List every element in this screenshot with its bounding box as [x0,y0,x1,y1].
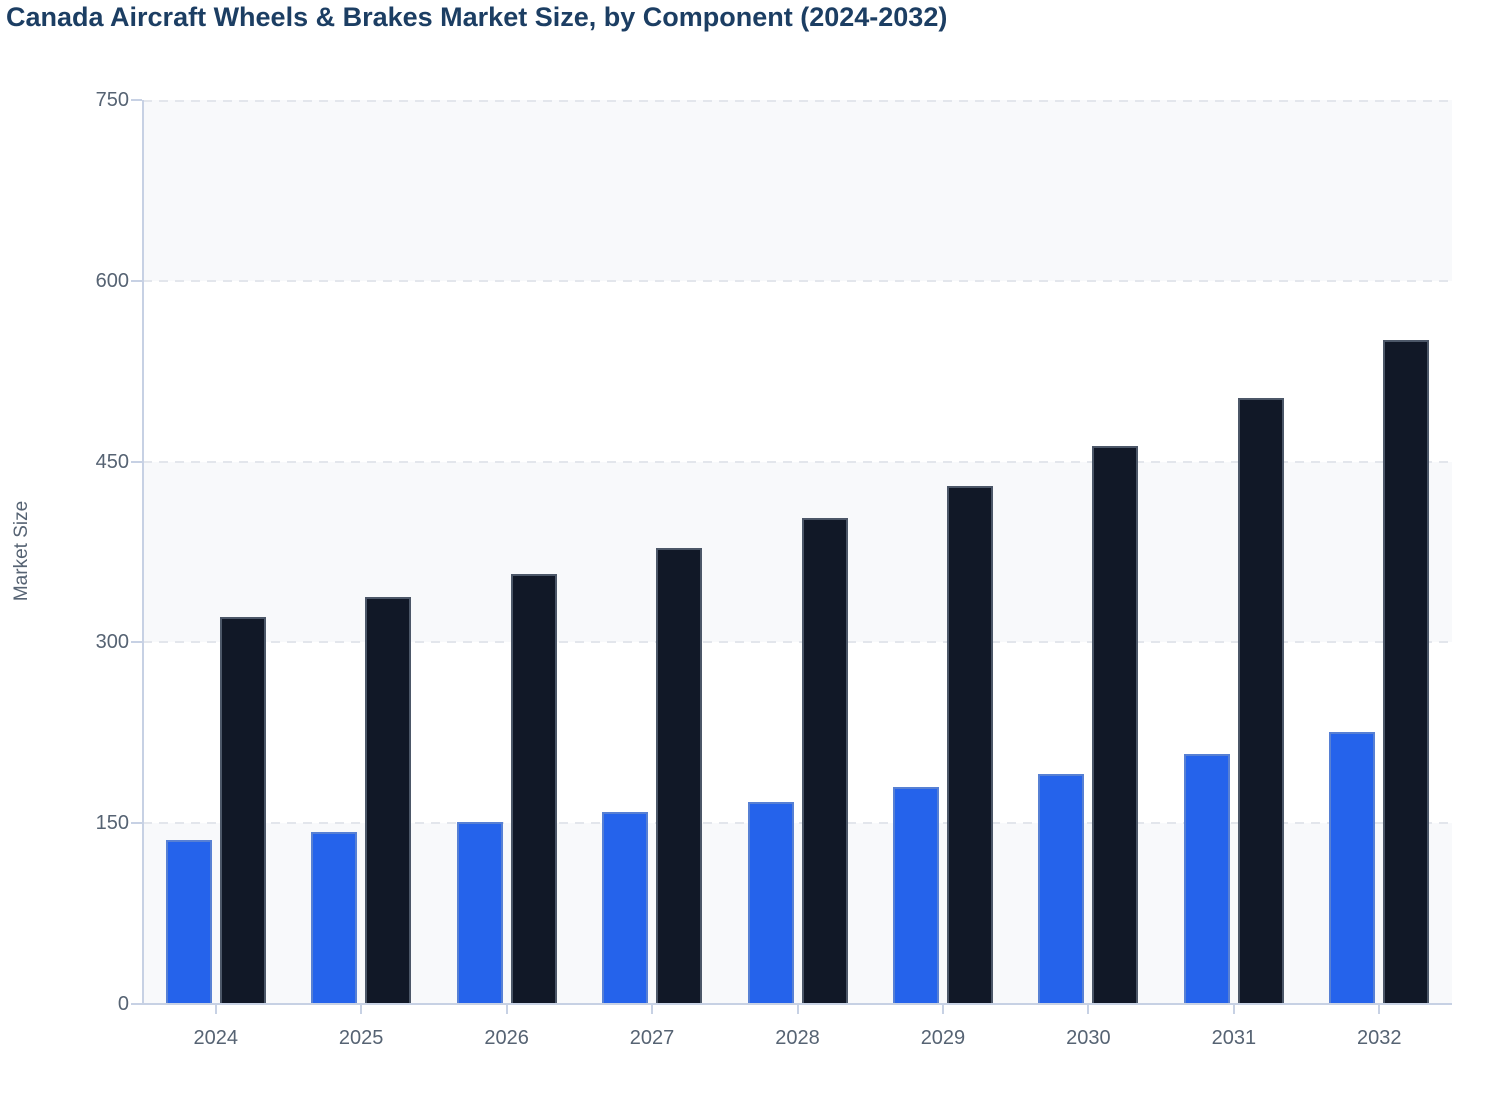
y-tick-mark-750 [131,99,142,101]
bar-2031-dark[interactable] [1237,397,1284,1004]
bar-2029-dark[interactable] [946,485,993,1004]
bar-2028-blue[interactable] [747,801,794,1004]
gridline-150 [143,822,1452,825]
chart-title: Canada Aircraft Wheels & Brakes Market S… [6,2,948,32]
bar-2028-dark[interactable] [801,518,848,1004]
y-axis-line [142,100,144,1004]
y-tick-mark-150 [131,822,142,825]
x-tick-label-2024: 2024 [193,1027,238,1049]
x-tick-label-2025: 2025 [338,1027,384,1049]
y-tick-mark-600 [131,279,142,282]
x-tick-label-2029: 2029 [920,1027,966,1049]
x-tick-mark-2030 [1087,1005,1090,1014]
y-tick-label-0: 0 [117,993,129,1015]
x-tick-mark-2032 [1378,1005,1381,1014]
bar-2024-dark[interactable] [219,617,266,1004]
y-tick-label-600: 600 [95,269,129,292]
y-tick-label-150: 150 [95,812,129,835]
bar-2026-blue[interactable] [456,821,503,1004]
bar-2025-dark[interactable] [365,596,412,1004]
bar-2025-blue[interactable] [311,831,358,1004]
plot-band [143,461,1452,643]
bar-2032-blue[interactable] [1329,731,1376,1004]
gridline-750 [143,100,1452,102]
x-tick-label-2028: 2028 [775,1027,820,1049]
x-tick-mark-2031 [1232,1005,1235,1014]
x-tick-mark-2026 [505,1005,508,1014]
y-tick-label-300: 300 [95,631,129,654]
plot-band [143,823,1452,1004]
y-tick-label-450: 450 [95,450,129,473]
gridline-300 [143,641,1452,644]
y-tick-label-750: 750 [95,89,129,111]
plot-band [143,100,1452,281]
x-tick-mark-2025 [360,1005,363,1014]
x-tick-label-2030: 2030 [1066,1027,1111,1049]
bar-2027-blue[interactable] [602,812,649,1004]
x-tick-mark-2029 [941,1005,944,1014]
bar-2030-blue[interactable] [1038,773,1085,1004]
x-tick-label-2026: 2026 [484,1027,529,1049]
y-tick-mark-300 [131,641,142,644]
y-axis-title: Market Size [11,500,32,602]
y-tick-mark-0 [131,1003,142,1005]
gridline-450 [143,460,1452,463]
bar-2026-dark[interactable] [510,573,557,1004]
bar-2030-dark[interactable] [1092,445,1139,1004]
y-tick-mark-450 [131,460,142,463]
bar-2029-blue[interactable] [892,787,939,1004]
x-tick-mark-2028 [796,1005,799,1014]
x-tick-mark-2027 [651,1005,654,1014]
x-tick-label-2027: 2027 [629,1027,675,1049]
bar-2032-dark[interactable] [1383,339,1430,1004]
x-tick-mark-2024 [214,1005,217,1014]
bar-2027-dark[interactable] [656,548,703,1004]
x-axis-line [136,1003,1452,1005]
gridline-600 [143,279,1452,282]
x-tick-label-2032: 2032 [1357,1027,1402,1049]
bar-2031-blue[interactable] [1183,754,1230,1004]
x-tick-label-2031: 2031 [1211,1027,1257,1049]
plot-area [136,100,1452,1005]
bar-2024-blue[interactable] [165,840,212,1004]
